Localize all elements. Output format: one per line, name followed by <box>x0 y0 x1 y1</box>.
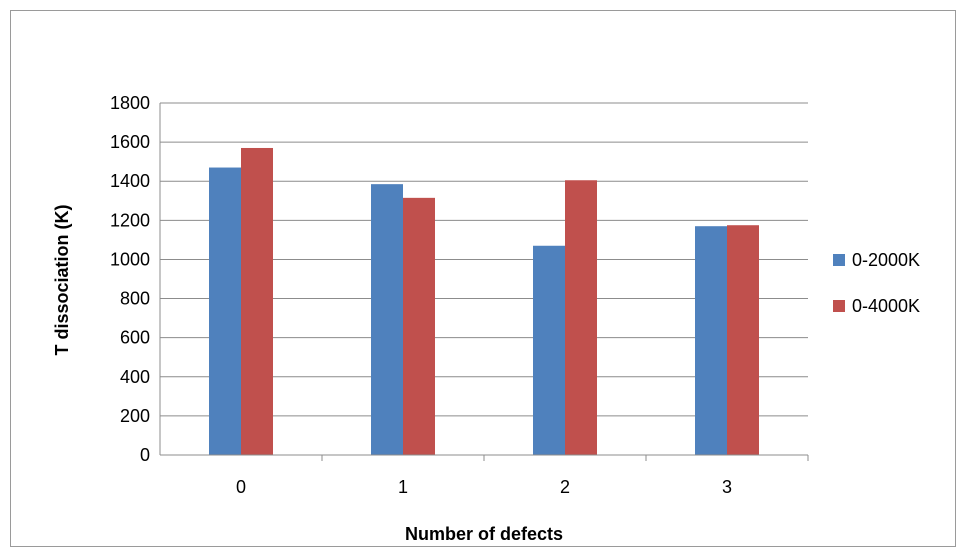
y-axis-title: T dissociation (K) <box>52 204 72 355</box>
axes <box>159 103 809 461</box>
y-tick-label: 600 <box>120 328 150 348</box>
bar-0-4000K-1 <box>403 197 435 455</box>
bar-0-4000K-2 <box>565 180 597 455</box>
y-tick-label: 1200 <box>110 210 150 230</box>
legend-swatch <box>833 254 845 266</box>
x-tick-label: 3 <box>722 477 732 497</box>
y-tick-label: 1800 <box>110 93 150 113</box>
x-tick-labels: 0 1 2 3 <box>236 477 732 497</box>
x-tick-label: 0 <box>236 477 246 497</box>
bar-0-4000K-3 <box>727 225 759 455</box>
legend-swatch <box>833 300 845 312</box>
y-tick-labels: 0 200 400 600 800 1000 1200 1400 1600 1800 <box>110 93 150 465</box>
bar-0-2000K-1 <box>371 184 403 455</box>
x-axis-title: Number of defects <box>405 524 563 544</box>
x-tick-label: 1 <box>398 477 408 497</box>
bars <box>209 147 759 456</box>
y-tick-label: 400 <box>120 367 150 387</box>
y-tick-label: 0 <box>140 445 150 465</box>
y-tick-label: 800 <box>120 289 150 309</box>
x-tick-label: 2 <box>560 477 570 497</box>
legend: 0-2000K 0-4000K <box>833 250 920 316</box>
y-tick-label: 1400 <box>110 171 150 191</box>
bar-0-2000K-3 <box>695 226 727 455</box>
y-tick-label: 200 <box>120 406 150 426</box>
y-tick-label: 1000 <box>110 249 150 269</box>
bar-0-2000K-0 <box>209 167 241 456</box>
legend-label: 0-2000K <box>852 250 920 270</box>
bar-0-2000K-2 <box>533 245 565 455</box>
legend-label: 0-4000K <box>852 296 920 316</box>
bar-0-4000K-0 <box>241 147 273 455</box>
y-tick-label: 1600 <box>110 132 150 152</box>
chart-frame <box>10 10 956 547</box>
